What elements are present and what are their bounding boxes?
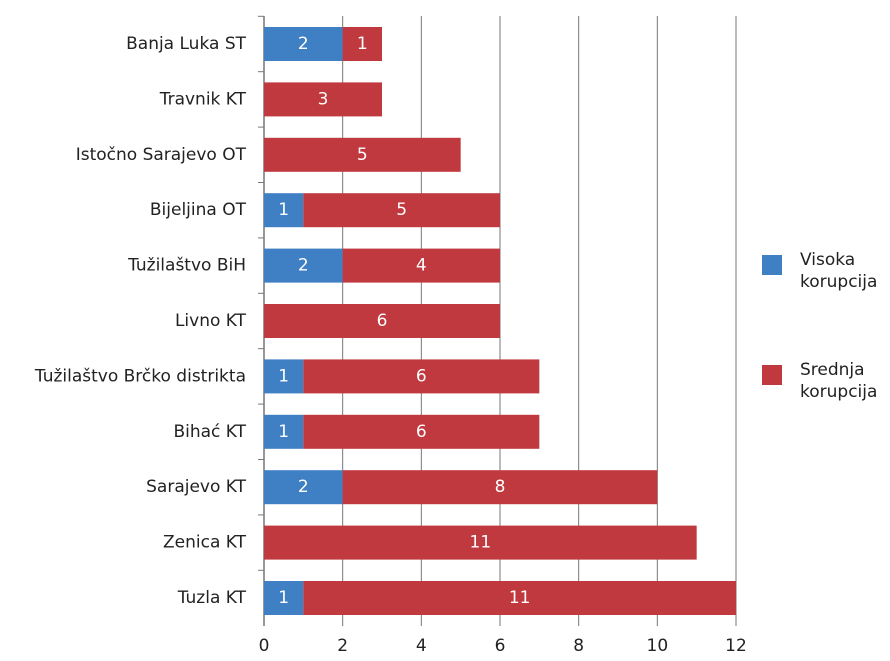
data-label: 1 xyxy=(278,588,289,608)
data-label: 11 xyxy=(470,533,492,553)
bar-segment xyxy=(303,193,500,228)
bar-segment xyxy=(342,248,500,283)
legend-swatch xyxy=(762,365,782,385)
data-label: 6 xyxy=(416,366,427,386)
data-label: 11 xyxy=(509,588,531,608)
data-label: 6 xyxy=(416,422,427,442)
y-tick-label: Livno KT xyxy=(175,311,247,331)
y-tick-label: Tužilaštvo BiH xyxy=(127,256,246,276)
bar-segment xyxy=(264,193,304,228)
bar-segment xyxy=(342,27,382,61)
data-label: 2 xyxy=(298,477,309,497)
legend-label: Visoka korupcija xyxy=(800,250,878,292)
x-tick-label: 4 xyxy=(416,636,427,656)
bar-segment xyxy=(264,304,500,338)
bar-segment xyxy=(264,27,343,61)
y-tick-label: Zenica KT xyxy=(163,533,247,553)
data-label: 3 xyxy=(318,89,329,109)
data-label: 4 xyxy=(416,256,427,276)
legend-label: Srednja korupcija xyxy=(800,360,878,402)
data-label: 5 xyxy=(396,200,407,220)
bar-segment xyxy=(264,525,697,560)
bar-segment xyxy=(342,470,658,505)
y-tick-label: Tužilaštvo Brčko distrikta xyxy=(34,366,246,386)
bar-segment xyxy=(264,359,304,394)
bar-segment xyxy=(264,470,343,505)
data-label: 6 xyxy=(377,311,388,331)
data-label: 8 xyxy=(495,477,506,497)
bar-segment xyxy=(303,414,540,449)
x-tick-label: 10 xyxy=(647,636,669,656)
x-tick-label: 2 xyxy=(337,636,348,656)
y-tick-label: Travnik KT xyxy=(159,89,247,109)
data-label: 2 xyxy=(298,34,309,54)
data-label: 1 xyxy=(278,366,289,386)
legend-swatch xyxy=(762,255,782,275)
y-tick-label: Bijeljina OT xyxy=(150,200,247,220)
x-tick-label: 8 xyxy=(573,636,584,656)
x-tick-label: 6 xyxy=(495,636,506,656)
data-label: 5 xyxy=(357,145,368,165)
x-tick-label: 12 xyxy=(725,636,747,656)
bar-segment xyxy=(303,581,736,615)
x-tick-label: 0 xyxy=(259,636,270,656)
y-tick-label: Banja Luka ST xyxy=(126,34,247,54)
bar-segment xyxy=(264,82,382,117)
y-tick-label: Sarajevo KT xyxy=(146,477,246,497)
y-tick-label: Bihać KT xyxy=(173,422,246,442)
bar-segment xyxy=(264,137,461,172)
bar-segment xyxy=(303,359,540,394)
data-label: 1 xyxy=(278,200,289,220)
data-label: 2 xyxy=(298,256,309,276)
data-label: 1 xyxy=(278,422,289,442)
bar-segment xyxy=(264,414,304,449)
bar-segment xyxy=(264,248,343,283)
y-tick-label: Tuzla KT xyxy=(177,588,247,608)
bar-segment xyxy=(264,581,304,615)
y-tick-label: Istočno Sarajevo OT xyxy=(76,145,247,165)
data-label: 1 xyxy=(357,34,368,54)
